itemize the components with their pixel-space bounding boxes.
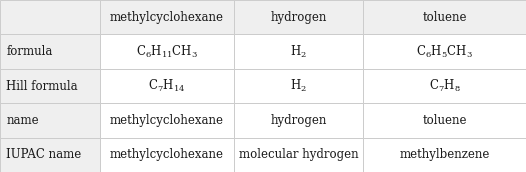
Text: $\mathregular{H_2}$: $\mathregular{H_2}$ (290, 44, 307, 60)
Text: name: name (6, 114, 39, 127)
Bar (234, 138, 363, 172)
Text: formula: formula (6, 45, 53, 58)
Bar (0, 69, 100, 103)
Bar (234, 0, 363, 34)
Bar (100, 69, 234, 103)
Bar (234, 103, 363, 138)
Text: Hill formula: Hill formula (6, 79, 78, 93)
Text: $\mathregular{C_6H_5CH_3}$: $\mathregular{C_6H_5CH_3}$ (416, 44, 473, 60)
Text: toluene: toluene (422, 11, 467, 24)
Text: $\mathregular{H_2}$: $\mathregular{H_2}$ (290, 78, 307, 94)
Bar (363, 138, 526, 172)
Bar (100, 103, 234, 138)
Bar (234, 69, 363, 103)
Bar (100, 0, 234, 34)
Bar (0, 34, 100, 69)
Bar (0, 103, 100, 138)
Text: hydrogen: hydrogen (270, 11, 327, 24)
Text: methylbenzene: methylbenzene (399, 148, 490, 161)
Text: $\mathregular{C_7H_8}$: $\mathregular{C_7H_8}$ (429, 78, 460, 94)
Text: $\mathregular{C_6H_{11}CH_3}$: $\mathregular{C_6H_{11}CH_3}$ (136, 44, 198, 60)
Bar (0, 0, 100, 34)
Text: molecular hydrogen: molecular hydrogen (239, 148, 358, 161)
Bar (363, 69, 526, 103)
Bar (100, 34, 234, 69)
Bar (363, 34, 526, 69)
Bar (363, 0, 526, 34)
Bar (234, 34, 363, 69)
Text: IUPAC name: IUPAC name (6, 148, 82, 161)
Text: methylcyclohexane: methylcyclohexane (110, 148, 224, 161)
Bar (363, 103, 526, 138)
Bar (0, 138, 100, 172)
Text: methylcyclohexane: methylcyclohexane (110, 114, 224, 127)
Text: methylcyclohexane: methylcyclohexane (110, 11, 224, 24)
Bar (100, 138, 234, 172)
Text: hydrogen: hydrogen (270, 114, 327, 127)
Text: $\mathregular{C_7H_{14}}$: $\mathregular{C_7H_{14}}$ (148, 78, 186, 94)
Text: toluene: toluene (422, 114, 467, 127)
